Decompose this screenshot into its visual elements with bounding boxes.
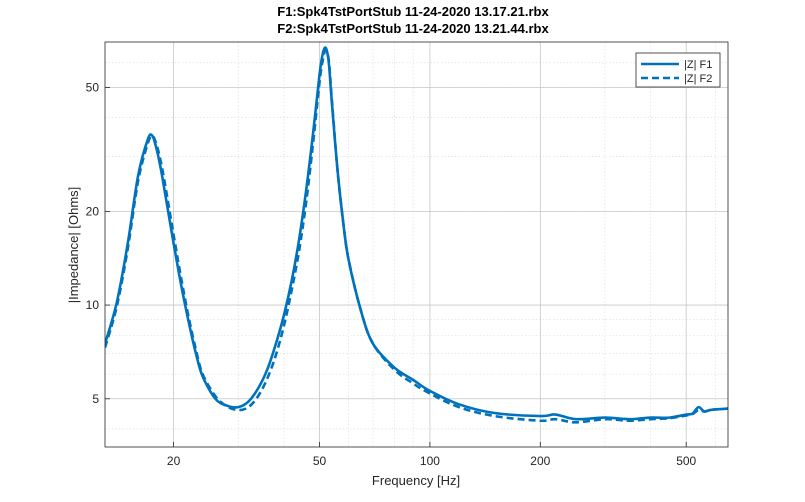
x-tick-label: 500 bbox=[676, 454, 696, 468]
legend: |Z| F1 |Z| F2 bbox=[635, 52, 721, 88]
legend-label-f2: |Z| F2 bbox=[684, 73, 712, 85]
plot-area bbox=[105, 42, 728, 447]
x-axis-ticks: 20 50 100 200 500 bbox=[167, 442, 697, 468]
series-line-f1 bbox=[105, 46, 728, 421]
x-tick-label: 20 bbox=[167, 454, 181, 468]
y-axis-ticks: 5 10 20 50 bbox=[86, 80, 110, 406]
major-grid bbox=[105, 42, 728, 447]
x-tick-label: 200 bbox=[530, 454, 550, 468]
y-tick-label: 5 bbox=[92, 392, 99, 406]
legend-label-f1: |Z| F1 bbox=[684, 59, 712, 71]
chart-title-line-1: F1:Spk4TstPortStub 11-24-2020 13.17.21.r… bbox=[277, 4, 549, 19]
series-line-f2 bbox=[105, 48, 728, 424]
x-axis-label: Frequency [Hz] bbox=[372, 473, 460, 488]
x-tick-label: 100 bbox=[420, 454, 440, 468]
x-tick-label: 50 bbox=[313, 454, 327, 468]
plot-frame bbox=[104, 41, 729, 448]
y-tick-label: 50 bbox=[86, 80, 100, 94]
y-tick-label: 10 bbox=[86, 298, 100, 312]
chart-title-line-2: F2:Spk4TstPortStub 11-24-2020 13.21.44.r… bbox=[277, 21, 549, 36]
legend-box bbox=[635, 52, 721, 88]
series-layer bbox=[105, 46, 728, 424]
y-tick-label: 20 bbox=[86, 204, 100, 218]
y-axis-label: |Impedance| [Ohms] bbox=[66, 187, 81, 304]
